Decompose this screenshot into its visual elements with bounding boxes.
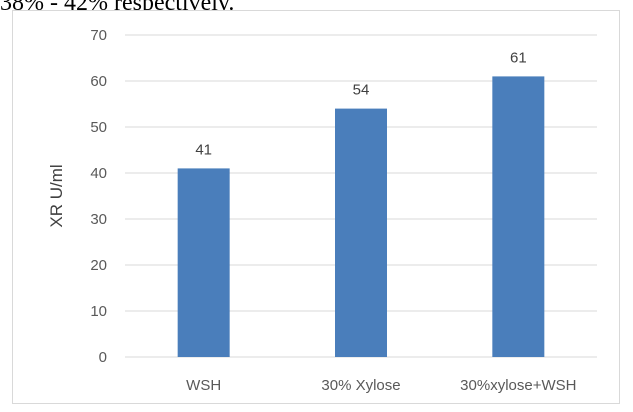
y-tick-label: 30 — [90, 211, 107, 228]
bar-value-label: 54 — [353, 82, 370, 99]
x-axis-categories: WSH 30% Xylose 30%xylose+WSH — [186, 377, 576, 394]
x-category-label: WSH — [186, 377, 221, 394]
y-axis-ticks: 0 10 20 30 40 50 60 70 — [90, 27, 107, 366]
x-category-label: 30% Xylose — [321, 377, 400, 394]
y-tick-label: 50 — [90, 119, 107, 136]
y-tick-label: 60 — [90, 73, 107, 90]
bar — [177, 168, 230, 357]
bar-value-label: 61 — [510, 49, 527, 66]
bar — [492, 76, 545, 358]
y-tick-label: 70 — [90, 27, 107, 44]
bar-value-label: 41 — [195, 141, 212, 158]
y-tick-label: 0 — [99, 349, 107, 366]
x-category-label: 30%xylose+WSH — [460, 377, 576, 394]
bar — [335, 108, 387, 357]
y-tick-label: 40 — [90, 165, 107, 182]
y-tick-label: 20 — [90, 257, 107, 274]
bars — [177, 76, 545, 358]
y-tick-label: 10 — [90, 303, 107, 320]
data-labels: 41 54 61 — [195, 49, 526, 158]
y-axis-label: XR U/ml — [47, 164, 66, 227]
